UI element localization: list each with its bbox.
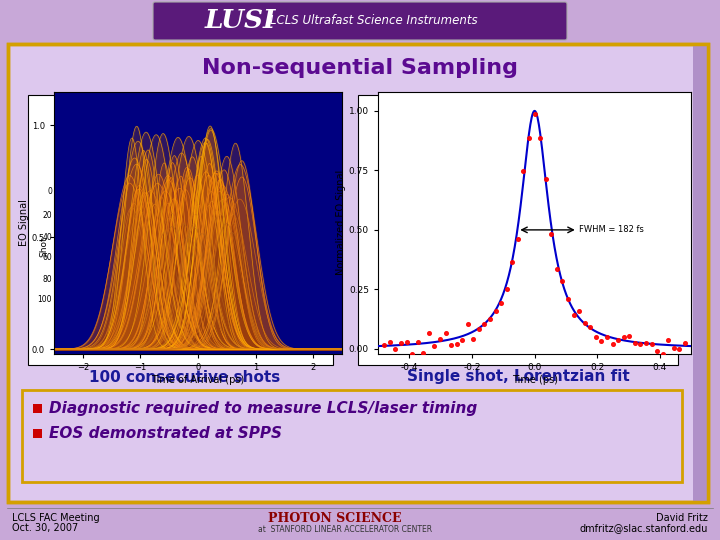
Point: [551, 265, 562, 273]
Y-axis label: EO Signal: EO Signal: [19, 199, 29, 246]
Point: [601, 333, 613, 342]
FancyBboxPatch shape: [8, 44, 708, 502]
Point: [384, 338, 395, 346]
Point: [390, 345, 401, 353]
Point: [546, 229, 557, 238]
Point: [401, 338, 413, 346]
Text: 100: 100: [37, 295, 52, 305]
Point: [557, 276, 568, 285]
Text: Non-sequential Sampling: Non-sequential Sampling: [202, 58, 518, 78]
Point: [495, 299, 507, 307]
Point: [634, 339, 646, 348]
Point: [440, 329, 451, 338]
Text: 40: 40: [42, 233, 52, 241]
Point: [585, 322, 596, 331]
Point: [445, 341, 456, 350]
Text: Single shot, Lorentzian fit: Single shot, Lorentzian fit: [407, 369, 629, 384]
Text: LCLS FAC Meeting: LCLS FAC Meeting: [12, 513, 99, 523]
Point: [518, 166, 529, 175]
Text: LCLS Ultrafast Science Instruments: LCLS Ultrafast Science Instruments: [270, 15, 477, 28]
Point: [418, 348, 429, 357]
FancyBboxPatch shape: [153, 2, 567, 40]
Point: [501, 285, 513, 293]
Point: [624, 332, 635, 341]
Bar: [33, 404, 42, 413]
X-axis label: Time of Arrival (ps): Time of Arrival (ps): [151, 375, 245, 384]
Text: 100 consecutive shots: 100 consecutive shots: [89, 369, 281, 384]
Point: [534, 134, 546, 143]
Point: [562, 295, 574, 303]
Point: [379, 340, 390, 349]
Point: [590, 333, 602, 341]
Point: [434, 335, 446, 344]
Point: [428, 342, 440, 351]
Point: [607, 340, 618, 348]
Point: [485, 315, 496, 323]
Text: 60: 60: [42, 253, 52, 262]
Point: [612, 336, 624, 345]
Point: [595, 336, 607, 345]
Text: Oct. 30, 2007: Oct. 30, 2007: [12, 523, 78, 533]
Text: EOS demonstrated at SPPS: EOS demonstrated at SPPS: [49, 426, 282, 441]
Text: 80: 80: [42, 274, 52, 284]
Point: [579, 318, 590, 327]
Point: [423, 329, 435, 338]
Bar: [8, 44, 708, 502]
Text: LUSI: LUSI: [205, 9, 276, 33]
Point: [652, 347, 663, 355]
Point: [395, 338, 407, 347]
Point: [573, 307, 585, 315]
Point: [451, 339, 462, 348]
Point: [507, 258, 518, 266]
Point: [406, 349, 418, 358]
Text: Shot: Shot: [40, 237, 48, 258]
Point: [412, 338, 423, 347]
Point: [490, 306, 501, 315]
Text: 20: 20: [42, 211, 52, 219]
Point: [528, 110, 540, 118]
Point: [674, 345, 685, 354]
Point: [512, 235, 523, 244]
Point: [629, 339, 641, 347]
Text: PHOTON SCIENCE: PHOTON SCIENCE: [269, 511, 402, 524]
Y-axis label: Normalized EO Signal: Normalized EO Signal: [336, 170, 346, 275]
Text: FWHM = 182 fs: FWHM = 182 fs: [580, 225, 644, 234]
Point: [568, 311, 580, 320]
Point: [523, 134, 535, 143]
X-axis label: Time (ps): Time (ps): [512, 375, 557, 384]
Bar: [693, 44, 708, 502]
Point: [456, 336, 468, 345]
Text: at  STANFORD LINEAR ACCELERATOR CENTER: at STANFORD LINEAR ACCELERATOR CENTER: [258, 524, 432, 534]
Text: 0: 0: [47, 187, 52, 197]
Point: [540, 175, 552, 184]
Text: dmfritz@slac.stanford.edu: dmfritz@slac.stanford.edu: [580, 523, 708, 533]
Text: Diagnostic required to measure LCLS/laser timing: Diagnostic required to measure LCLS/lase…: [49, 402, 477, 416]
Point: [662, 335, 674, 344]
Point: [668, 343, 680, 352]
Point: [657, 349, 668, 358]
Point: [462, 320, 474, 328]
Point: [479, 320, 490, 328]
Point: [646, 340, 657, 348]
Point: [618, 333, 629, 341]
Bar: [28, 95, 333, 365]
Point: [640, 339, 652, 347]
Text: David Fritz: David Fritz: [656, 513, 708, 523]
FancyBboxPatch shape: [22, 390, 682, 482]
Bar: [358, 95, 678, 365]
Point: [679, 339, 690, 348]
Point: [467, 335, 479, 343]
Bar: [33, 429, 42, 438]
Point: [473, 325, 485, 334]
